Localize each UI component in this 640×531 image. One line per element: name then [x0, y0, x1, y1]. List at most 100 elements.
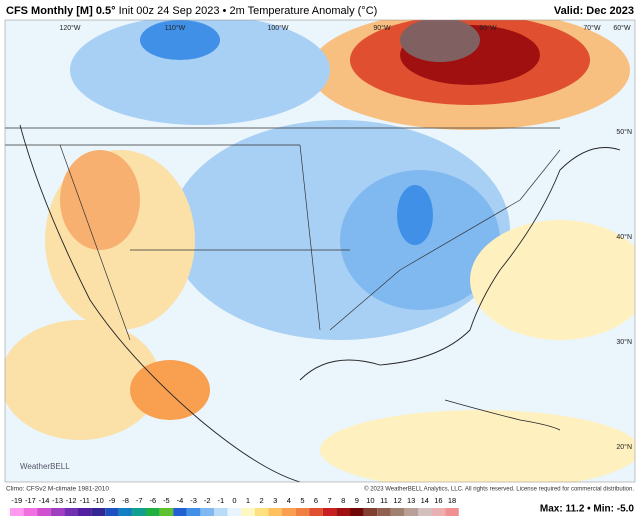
- lon-label: 100°W: [267, 24, 288, 32]
- lon-label: 80°W: [479, 24, 497, 32]
- colorbar-swatch: [268, 508, 282, 516]
- colorbar-swatch: [23, 508, 38, 516]
- colorbar-label: -6: [149, 496, 156, 505]
- colorbar-label: 18: [448, 496, 456, 505]
- colorbar-swatch: [363, 508, 378, 516]
- colorbar-label: 2: [260, 496, 264, 505]
- colorbar-swatch: [50, 508, 65, 516]
- lat-labels: 50°N 40°N 30°N 20°N: [616, 128, 632, 451]
- colorbar-swatch: [241, 508, 255, 516]
- colorbar-label: 6: [314, 496, 318, 505]
- colorbar-label: -12: [66, 496, 77, 505]
- colorbar-swatch: [377, 508, 391, 516]
- logo: WeatherBELL: [20, 462, 70, 471]
- lon-label: 120°W: [59, 24, 80, 32]
- lat-label: 40°N: [616, 233, 632, 241]
- colorbar-label: 13: [407, 496, 415, 505]
- colorbar-swatch: [214, 508, 228, 516]
- colorbar-label: 4: [287, 496, 291, 505]
- colorbar-label: -8: [122, 496, 129, 505]
- warm-area: [60, 150, 140, 250]
- colorbar-swatch: [37, 508, 51, 516]
- colorbar-swatch: [118, 508, 133, 516]
- warm-area: [130, 360, 210, 420]
- map: WeatherBELL: [4, 19, 636, 483]
- colorbar-label: 11: [380, 496, 388, 505]
- colorbar-label: -11: [80, 496, 90, 505]
- colorbar-swatch: [309, 508, 323, 516]
- colorbar-label: -17: [25, 496, 36, 505]
- colorbar-label: 3: [273, 496, 277, 505]
- lon-label: 90°W: [373, 24, 391, 32]
- islands: [444, 399, 561, 431]
- colorbar-swatch: [91, 508, 106, 516]
- colorbar-label: 10: [366, 496, 374, 505]
- colorbar-swatch: [322, 508, 337, 516]
- colorbar-label: 16: [434, 496, 442, 505]
- colorbar-label: 5: [300, 496, 304, 505]
- colorbar-label: -9: [109, 496, 116, 505]
- colorbar-label: -7: [136, 496, 143, 505]
- colorbar-swatch: [418, 508, 432, 516]
- lat-label: 30°N: [616, 338, 632, 346]
- lon-labels: 120°W 110°W 100°W 90°W 80°W 70°W 60°W: [59, 24, 631, 32]
- climo: Climo: CFSv2 M-climate 1981-2010: [6, 486, 109, 493]
- cool-area: [397, 185, 433, 245]
- colorbar-label: 14: [421, 496, 429, 505]
- lat-label: 20°N: [616, 443, 632, 451]
- colorbar-label: -4: [177, 496, 184, 505]
- colorbar-swatch: [132, 508, 146, 516]
- copyright: © 2023 WeatherBELL Analytics, LLC. All r…: [364, 486, 634, 493]
- colorbar-label: -3: [190, 496, 197, 505]
- colorbar-swatch: [186, 508, 201, 516]
- lat-label: 50°N: [616, 128, 632, 136]
- stats: Max: 11.2 • Min: -5.0: [540, 504, 635, 515]
- warm-area: [470, 220, 635, 340]
- colorbar-swatch: [227, 508, 242, 516]
- valid: Valid: Dec 2023: [554, 5, 634, 17]
- colorbar-swatch: [404, 508, 418, 516]
- colorbar-swatch: [159, 508, 174, 516]
- colorbar: -19 -17 -14 -13 -12 -11 -10 -9 -8 -7 -6 -5 -4 -3 -2 -1 0…: [10, 496, 459, 516]
- map-field: [5, 20, 635, 482]
- colorbar-label: -2: [204, 496, 211, 505]
- colorbar-swatch: [445, 508, 459, 516]
- colorbar-label: -19: [11, 496, 22, 505]
- cool-area: [70, 20, 330, 125]
- colorbar-label: -10: [93, 496, 104, 505]
- colorbar-swatch: [105, 508, 119, 516]
- title: CFS Monthly [M] 0.5° Init 00z 24 Sep 202…: [6, 5, 377, 17]
- coastline: [19, 124, 621, 482]
- lon-label: 70°W: [583, 24, 601, 32]
- colorbar-swatch: [282, 508, 296, 516]
- colorbar-swatch: [64, 508, 78, 516]
- title-rest: Init 00z 24 Sep 2023 • 2m Temperature An…: [119, 5, 378, 17]
- colorbar-label: 9: [355, 496, 359, 505]
- colorbar-swatch: [10, 508, 24, 516]
- colorbar-label: -1: [217, 496, 224, 505]
- colorbar-label: -5: [163, 496, 170, 505]
- colorbar-swatch: [336, 508, 350, 516]
- warm-area: [5, 320, 160, 440]
- colorbar-label: 8: [341, 496, 345, 505]
- colorbar-label: 12: [393, 496, 401, 505]
- colorbar-swatch: [78, 508, 92, 516]
- title-bold: CFS Monthly [M] 0.5°: [6, 5, 116, 17]
- colorbar-label: 0: [232, 496, 236, 505]
- colorbar-swatch: [200, 508, 214, 516]
- borders: [5, 127, 561, 341]
- colorbar-label: -14: [39, 496, 50, 505]
- warm-area: [320, 410, 635, 482]
- colorbar-label: -13: [52, 496, 63, 505]
- colorbar-swatch: [390, 508, 405, 516]
- colorbar-label: 7: [328, 496, 332, 505]
- colorbar-swatch: [146, 508, 160, 516]
- colorbar-swatch: [295, 508, 310, 516]
- warm-area: [400, 20, 480, 62]
- colorbar-label: 1: [246, 496, 250, 505]
- colorbar-swatch: [254, 508, 269, 516]
- map-frame: [4, 19, 636, 483]
- colorbar-swatch: [173, 508, 187, 516]
- lon-label: 110°W: [165, 24, 186, 32]
